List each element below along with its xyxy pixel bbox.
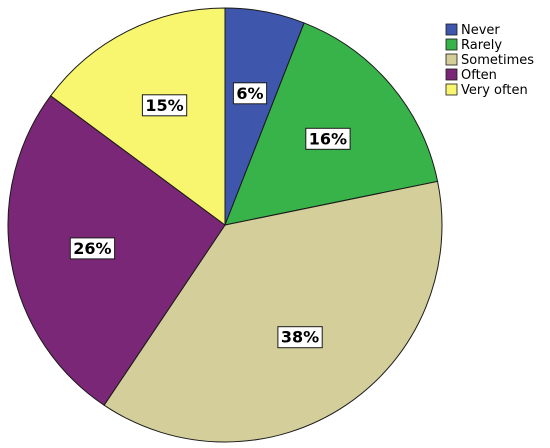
data-label-box (232, 82, 268, 105)
pie-slice-very-often (49, 7, 226, 226)
data-label-often: 26% (69, 237, 116, 260)
legend-label-never: Never (461, 23, 500, 38)
legend-label-often: Often (461, 68, 497, 83)
data-label-box (277, 326, 323, 349)
legend-label-sometimes: Sometimes (461, 53, 534, 68)
data-label-text: 38% (281, 328, 319, 347)
data-label-box (305, 127, 351, 150)
data-label-sometimes: 38% (277, 326, 323, 349)
pie-slice-often (7, 95, 226, 406)
data-label-text: 16% (309, 129, 347, 148)
pie-slices (7, 7, 443, 443)
data-label-text: 15% (145, 96, 183, 115)
legend-label-rarely: Rarely (461, 38, 502, 53)
pie-data-labels: 6% 16% 38% 26% 15% (69, 82, 351, 349)
data-label-rarely: 16% (305, 127, 351, 150)
pie-slice-rarely (224, 22, 439, 226)
data-label-box (69, 237, 116, 260)
data-label-box (141, 94, 188, 117)
data-label-very-often: 15% (141, 94, 188, 117)
pie-slice-sometimes (103, 180, 443, 443)
legend-swatch-sometimes (445, 53, 458, 66)
data-label-text: 26% (73, 239, 111, 258)
data-label-never: 6% (232, 82, 268, 105)
legend-swatch-never (445, 23, 458, 36)
legend-label-very-often: Very often (461, 83, 528, 98)
data-label-text: 6% (236, 84, 263, 103)
legend-swatch-often (445, 68, 458, 81)
legend-swatch-very-often (445, 83, 458, 96)
legend-swatch-rarely (445, 38, 458, 51)
